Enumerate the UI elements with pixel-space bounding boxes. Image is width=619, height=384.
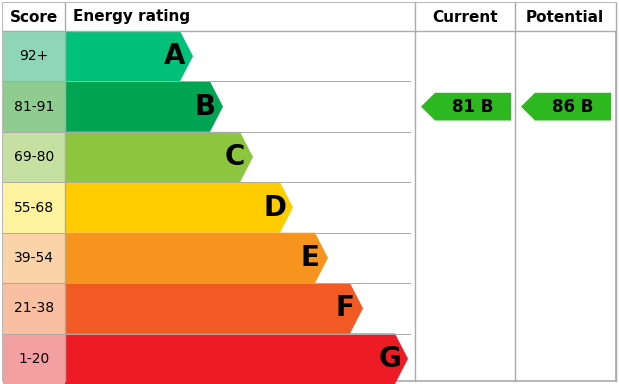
Bar: [3, 233, 65, 283]
Polygon shape: [521, 93, 611, 121]
Text: G: G: [379, 345, 401, 373]
Bar: [3, 283, 65, 334]
Polygon shape: [65, 182, 293, 233]
Bar: [3, 3, 616, 31]
Text: 86 B: 86 B: [552, 98, 594, 116]
Polygon shape: [421, 93, 511, 121]
Text: 92+: 92+: [19, 49, 49, 63]
Bar: [3, 334, 65, 384]
Bar: [3, 31, 65, 81]
Text: 1-20: 1-20: [19, 352, 50, 366]
Polygon shape: [65, 233, 328, 283]
Polygon shape: [65, 334, 408, 384]
Polygon shape: [65, 283, 363, 334]
Polygon shape: [65, 31, 193, 81]
Polygon shape: [65, 132, 253, 182]
Text: 69-80: 69-80: [14, 150, 54, 164]
Bar: [3, 182, 65, 233]
Text: Energy rating: Energy rating: [73, 10, 190, 25]
Text: Current: Current: [432, 10, 498, 25]
Text: Score: Score: [10, 10, 58, 25]
Text: Potential: Potential: [526, 10, 604, 25]
Text: 21-38: 21-38: [14, 301, 54, 315]
Text: 39-54: 39-54: [14, 251, 54, 265]
Text: A: A: [164, 42, 186, 70]
Polygon shape: [65, 81, 223, 132]
Text: F: F: [335, 295, 355, 322]
Text: C: C: [225, 143, 245, 171]
Text: 81-91: 81-91: [14, 99, 54, 114]
Bar: [3, 132, 65, 182]
Text: B: B: [194, 93, 215, 121]
Text: E: E: [301, 244, 319, 272]
Text: 55-68: 55-68: [14, 200, 54, 215]
Bar: [3, 81, 65, 132]
Text: D: D: [264, 194, 287, 222]
Text: 81 B: 81 B: [452, 98, 494, 116]
